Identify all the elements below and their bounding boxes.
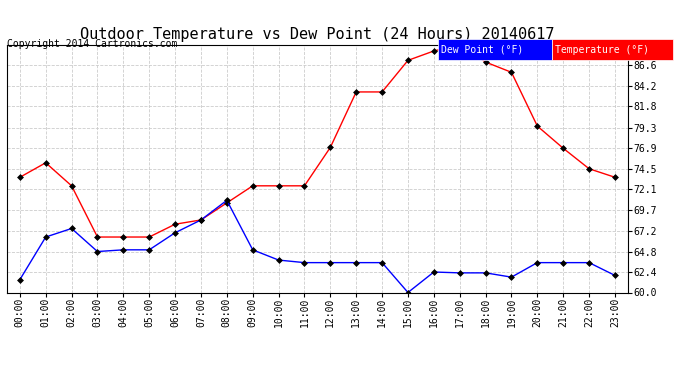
Title: Outdoor Temperature vs Dew Point (24 Hours) 20140617: Outdoor Temperature vs Dew Point (24 Hou… [80, 27, 555, 42]
Text: Temperature (°F): Temperature (°F) [555, 45, 649, 55]
Text: Copyright 2014 Cartronics.com: Copyright 2014 Cartronics.com [7, 39, 177, 50]
Text: Dew Point (°F): Dew Point (°F) [441, 45, 523, 55]
